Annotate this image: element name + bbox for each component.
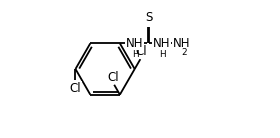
Text: NH: NH: [153, 37, 171, 50]
Text: NH: NH: [125, 37, 143, 50]
Text: S: S: [145, 11, 152, 24]
Text: Cl: Cl: [135, 45, 147, 58]
Text: NH: NH: [173, 37, 190, 50]
Text: Cl: Cl: [70, 82, 81, 95]
Text: Cl: Cl: [108, 71, 119, 84]
Text: H: H: [132, 50, 138, 59]
Text: H: H: [159, 50, 166, 59]
Text: 2: 2: [181, 48, 187, 57]
